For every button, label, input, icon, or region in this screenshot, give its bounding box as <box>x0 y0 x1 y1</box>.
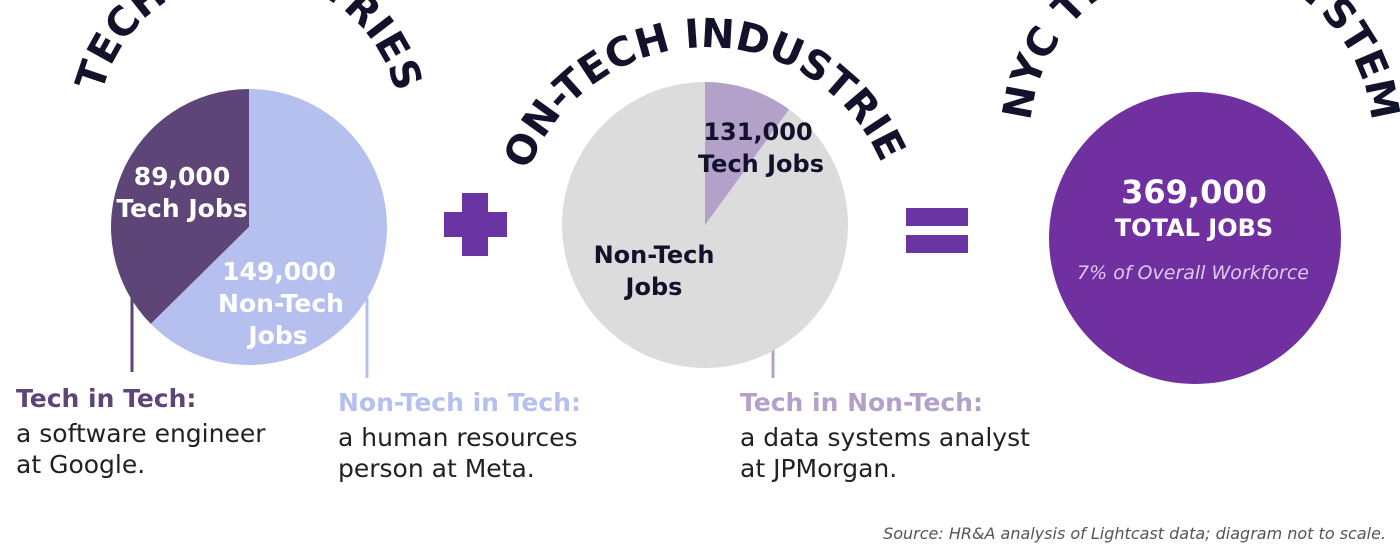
tech-in-tech-line-1: a software engineer <box>16 419 266 448</box>
tech-jobs-slice-non-tech <box>705 82 790 225</box>
non-tech-tech-jobs-label: Tech Jobs <box>698 150 824 178</box>
equals-icon <box>906 208 968 253</box>
workforce-share-label: 7% of Overall Workforce <box>1077 262 1309 284</box>
non-tech-in-tech-title: Non-Tech in Tech: <box>338 388 581 417</box>
tech-in-non-tech-title: Tech in Non-Tech: <box>740 388 983 417</box>
tech-industries-title: TECH INDUSTRIES <box>67 0 430 96</box>
non-tech-non-tech-jobs-label: Jobs <box>624 273 683 301</box>
non-tech-tech-jobs-value: 131,000 <box>703 118 812 146</box>
tech-industries-pie <box>111 88 387 365</box>
tech-jobs-slice <box>111 88 250 324</box>
non-tech-jobs-label-2: Jobs <box>246 321 307 350</box>
non-tech-in-tech-line-2: person at Meta. <box>338 454 535 483</box>
plus-icon <box>444 193 507 256</box>
tech-jobs-value: 89,000 <box>134 162 230 191</box>
non-tech-jobs-label: Non-Tech <box>218 289 344 318</box>
tech-in-non-tech-line-2: at JPMorgan. <box>740 454 898 483</box>
non-tech-industries-pie <box>562 82 848 368</box>
tech-in-tech-line-2: at Google. <box>16 450 146 479</box>
non-tech-in-tech-line-1: a human resources <box>338 423 578 452</box>
non-tech-jobs-value: 149,000 <box>222 257 336 286</box>
source-note: Source: HR&A analysis of Lightcast data;… <box>883 524 1386 543</box>
total-jobs-value: 369,000 <box>1121 173 1267 211</box>
tech-jobs-label: Tech Jobs <box>116 194 247 223</box>
non-tech-non-tech-jobs-value: Non-Tech <box>594 241 715 269</box>
total-jobs-label: TOTAL JOBS <box>1115 214 1273 242</box>
total-jobs-circle <box>1049 92 1341 384</box>
tech-in-tech-title: Tech in Tech: <box>16 384 197 413</box>
tech-in-non-tech-line-1: a data systems analyst <box>740 423 1030 452</box>
non-tech-jobs-slice <box>150 89 387 365</box>
